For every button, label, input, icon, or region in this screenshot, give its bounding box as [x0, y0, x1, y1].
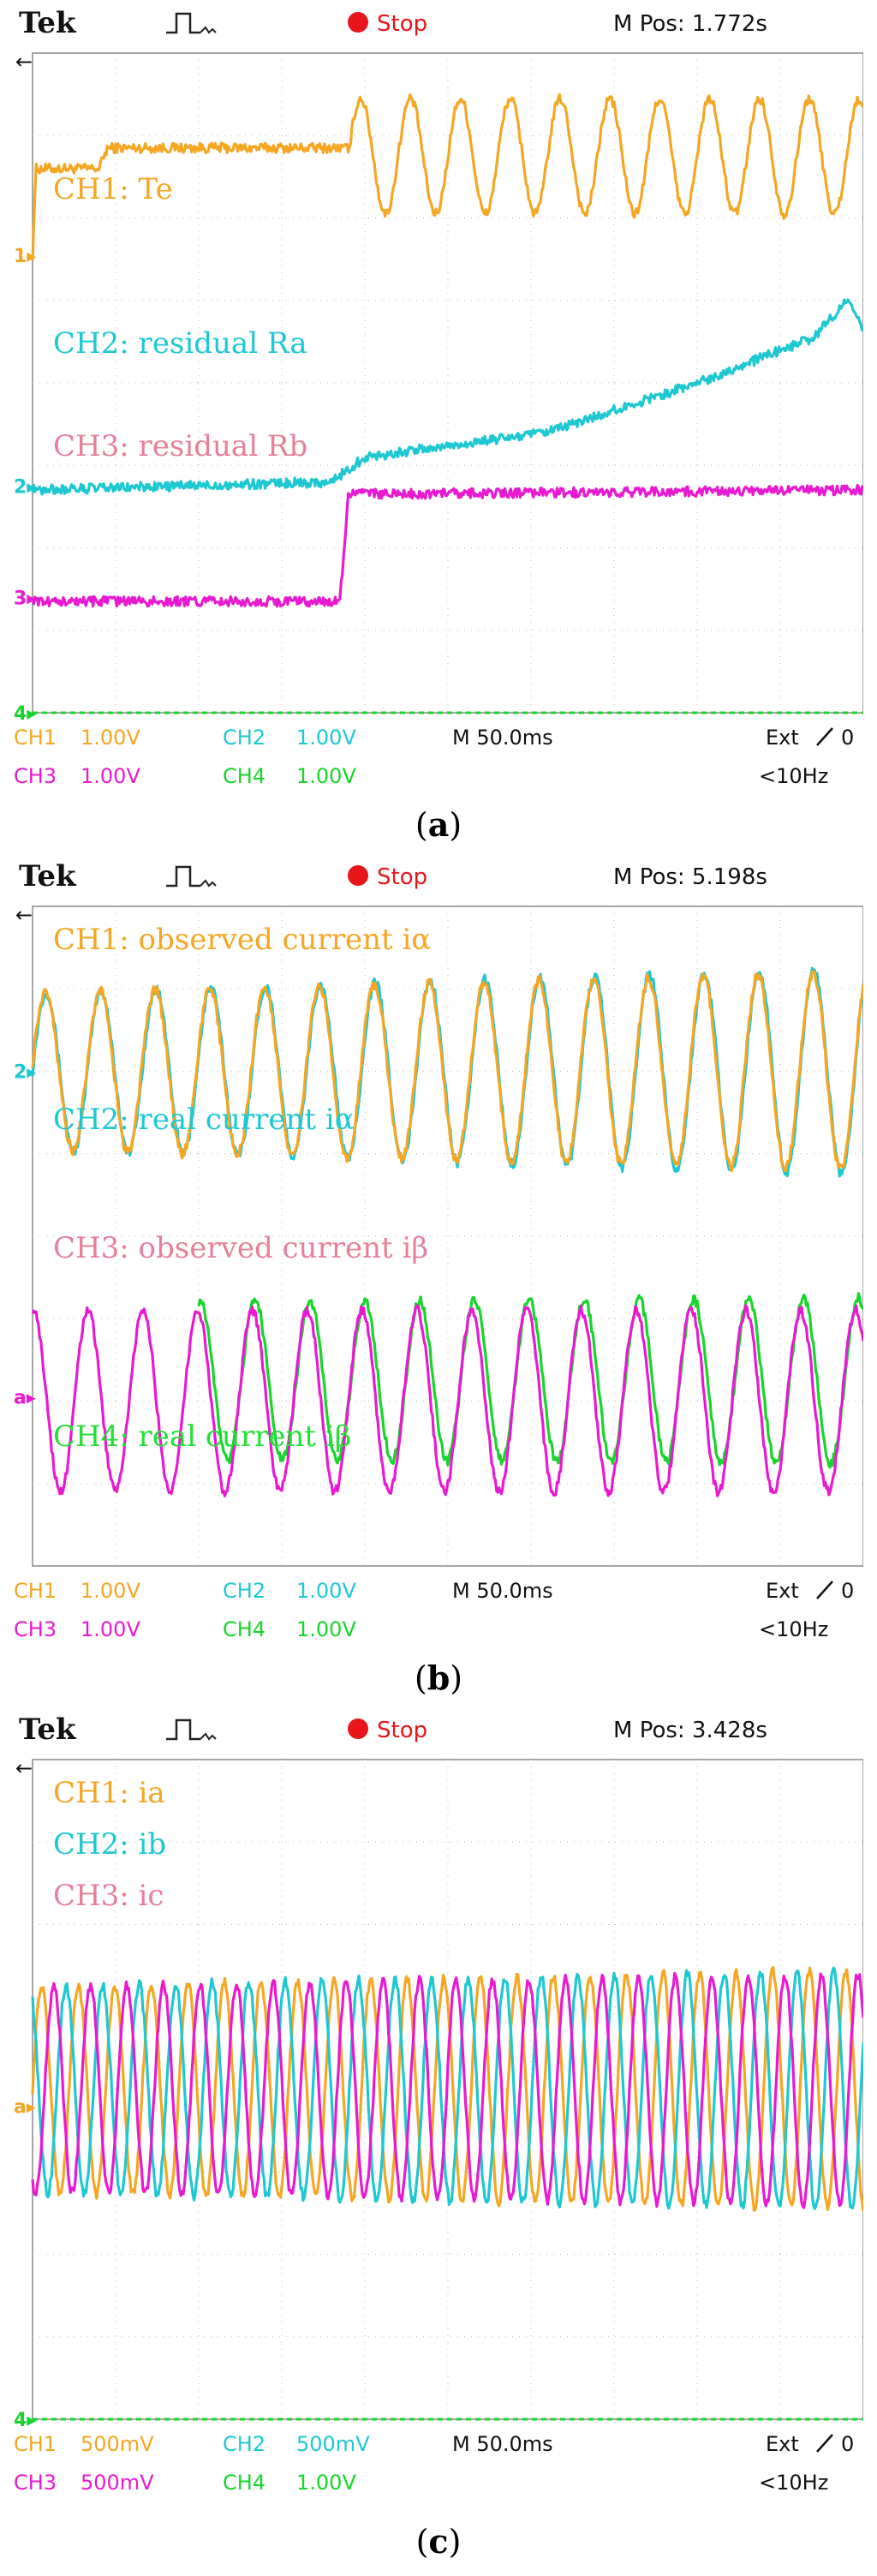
channel-marker-2: 2▸: [14, 476, 36, 498]
ch3-scale: 1.00V: [81, 1617, 140, 1641]
horizontal-position: M Pos: 5.198s: [613, 864, 767, 890]
horizontal-position: M Pos: 3.428s: [613, 1718, 767, 1743]
stop-indicator-icon: [348, 865, 368, 886]
scope-panel-b: Tek Stop M Pos: 5.198s ← 2▸ a▸ CH1: observ…: [14, 857, 863, 1660]
channel-marker-1: 2▸: [14, 1062, 36, 1084]
stop-indicator-icon: [348, 1718, 368, 1739]
trace-c-3: [31, 1971, 863, 2209]
run-status: Stop: [377, 11, 427, 37]
trigger-position-arrow: ←: [15, 50, 33, 74]
caption-c: (c): [415, 2522, 462, 2561]
ch1-scale: 500mV: [81, 2432, 154, 2456]
oscilloscope-screen-a: Tek Stop M Pos: 1.772s ← 1▸ 2▸ 3▸ 4▸ CH1: Te…: [14, 3, 863, 807]
caption-b: (b): [414, 1659, 463, 1697]
ch1-scale: 1.00V: [81, 726, 140, 750]
trigger-slope-icon: [816, 1581, 833, 1599]
trace-b-4: [31, 1304, 863, 1497]
stop-indicator-icon: [348, 12, 368, 33]
ch1-indicator: CH1: [14, 1579, 57, 1603]
ch2-scale: 1.00V: [296, 726, 356, 750]
run-status: Stop: [377, 1718, 427, 1743]
waveform-label-2: CH2: ib: [53, 1827, 166, 1862]
trigger-source: Ext: [766, 726, 799, 750]
brand-logo: Tek: [19, 6, 77, 40]
trigger-level: 0: [841, 2432, 854, 2456]
timebase: M 50.0ms: [452, 1579, 553, 1603]
waveform-label-2: CH2: real current iα: [53, 1103, 355, 1137]
trigger-position-arrow: ←: [15, 1756, 33, 1780]
ch2-scale: 1.00V: [296, 1579, 356, 1603]
trace-a-2: [31, 298, 863, 496]
ch4-indicator: CH4: [223, 2471, 265, 2495]
channel-marker-1: a▸: [14, 2096, 36, 2118]
ch3-indicator: CH3: [14, 764, 57, 788]
trace-b-3: [197, 1292, 863, 1469]
ch4-scale: 1.00V: [296, 2471, 356, 2495]
ch3-scale: 500mV: [81, 2471, 154, 2495]
scope-panel-c: Tek Stop M Pos: 3.428s ← a▸ 4▸ CH1: ia CH2:…: [14, 1710, 863, 2513]
trace-b-2: [31, 970, 863, 1173]
ch3-indicator: CH3: [14, 1617, 57, 1641]
channel-marker-2: 4▸: [14, 2410, 36, 2431]
trigger-pulse-icon: [166, 12, 217, 34]
scope-panel-a: Tek Stop M Pos: 1.772s ← 1▸ 2▸ 3▸ 4▸ CH1: Te…: [14, 3, 863, 807]
trigger-source: Ext: [766, 2432, 799, 2456]
ch3-scale: 1.00V: [81, 764, 140, 788]
ch1-indicator: CH1: [14, 726, 57, 750]
waveform-label-3: CH3: ic: [53, 1879, 164, 1913]
waveform-label-3: CH3: residual Rb: [53, 429, 307, 463]
channel-marker-1: 1▸: [14, 246, 36, 267]
channel-marker-4: 4▸: [14, 703, 36, 725]
trigger-slope-icon: [816, 727, 833, 746]
brand-logo: Tek: [19, 1712, 77, 1747]
channel-marker-2: a▸: [14, 1388, 36, 1409]
waveform-label-2: CH2: residual Ra: [53, 326, 307, 361]
brand-logo: Tek: [19, 859, 77, 894]
trigger-frequency: <10Hz: [759, 2471, 828, 2495]
timebase: M 50.0ms: [452, 726, 553, 750]
trigger-slope-icon: [816, 2434, 833, 2453]
trigger-level: 0: [841, 1579, 854, 1603]
trigger-position-arrow: ←: [15, 903, 33, 927]
trigger-frequency: <10Hz: [759, 1617, 828, 1641]
waveform-label-1: CH1: Te: [53, 172, 173, 206]
trace-c-2: [31, 1966, 863, 2210]
ch4-indicator: CH4: [223, 764, 265, 788]
ch4-scale: 1.00V: [296, 1617, 356, 1641]
channel-marker-3: 3▸: [14, 588, 36, 609]
ch3-indicator: CH3: [14, 2471, 57, 2495]
ch1-indicator: CH1: [14, 2432, 57, 2456]
trigger-pulse-icon: [166, 1718, 217, 1741]
timebase: M 50.0ms: [452, 2432, 553, 2456]
trace-a-3: [31, 483, 863, 608]
horizontal-position: M Pos: 1.772s: [613, 11, 767, 37]
ch2-indicator: CH2: [223, 2432, 265, 2456]
waveform-label-1: CH1: ia: [53, 1776, 165, 1810]
trigger-level: 0: [841, 726, 854, 750]
ch1-scale: 1.00V: [81, 1579, 140, 1603]
waveform-label-1: CH1: observed current iα: [53, 923, 431, 957]
ch4-scale: 1.00V: [296, 764, 356, 788]
caption-a: (a): [415, 805, 462, 844]
oscilloscope-screen-c: Tek Stop M Pos: 3.428s ← a▸ 4▸ CH1: ia CH2:…: [14, 1710, 863, 2513]
ch4-indicator: CH4: [223, 1617, 265, 1641]
trigger-source: Ext: [766, 1579, 799, 1603]
ch2-scale: 500mV: [296, 2432, 370, 2456]
ch2-indicator: CH2: [223, 1579, 265, 1603]
trace-c-1: [31, 1966, 863, 2212]
run-status: Stop: [377, 864, 427, 890]
trigger-frequency: <10Hz: [759, 764, 828, 788]
waveform-label-3: CH3: observed current iβ: [53, 1231, 428, 1265]
trace-a-1: [31, 93, 863, 260]
oscilloscope-screen-b: Tek Stop M Pos: 5.198s ← 2▸ a▸ CH1: observ…: [14, 857, 863, 1660]
trigger-pulse-icon: [166, 865, 217, 888]
ch2-indicator: CH2: [223, 726, 265, 750]
waveform-label-4: CH4: real current iβ: [53, 1419, 351, 1454]
